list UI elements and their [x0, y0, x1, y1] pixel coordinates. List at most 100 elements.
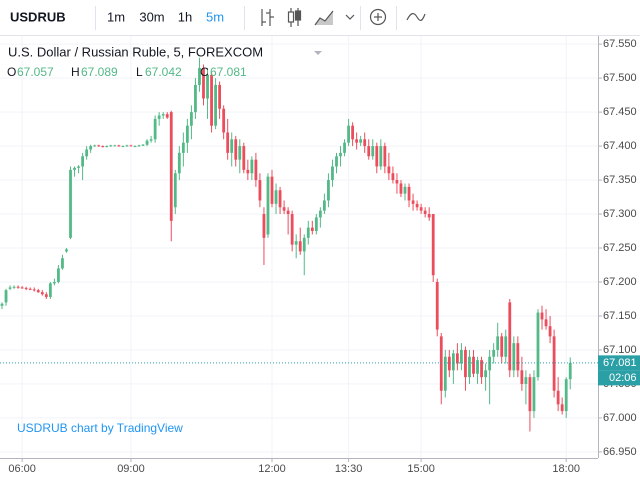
candle-body	[270, 176, 274, 204]
candle-body	[318, 210, 322, 218]
candle-body	[286, 210, 290, 215]
candle-body	[133, 146, 137, 148]
title-dropdown[interactable]	[314, 51, 322, 55]
candle-body	[173, 173, 177, 208]
ohlc-label: O	[7, 65, 16, 79]
candle-body	[121, 146, 125, 148]
x-tick-label: 09:00	[117, 463, 145, 475]
candle-body	[560, 404, 564, 412]
candle-body	[484, 370, 487, 378]
candle-body	[77, 166, 80, 168]
candle-body	[61, 258, 64, 269]
candle-body	[40, 292, 44, 295]
candle-body	[314, 217, 318, 232]
interval-button[interactable]: 1h	[178, 9, 192, 24]
candles	[0, 57, 598, 432]
candle-body	[266, 176, 270, 235]
candle-body	[335, 156, 338, 167]
candle-body	[512, 343, 516, 371]
candle-body	[363, 139, 367, 147]
candle-body	[238, 146, 242, 160]
interval-button[interactable]: 1m	[107, 9, 125, 24]
price-tag	[598, 355, 640, 371]
ohlc-label: C	[200, 65, 209, 79]
candle-body	[331, 166, 334, 181]
interval-button[interactable]: 30m	[139, 9, 164, 24]
candle-body	[492, 349, 496, 357]
candle-body	[524, 377, 528, 384]
candle-body	[169, 112, 173, 221]
candle-body	[230, 139, 234, 153]
price-tag-label: 67.081	[603, 357, 637, 369]
watermark[interactable]: USDRUB chart by TradingView	[17, 421, 183, 435]
candle-body	[153, 118, 157, 140]
candle-body	[411, 200, 415, 204]
candle-body	[472, 356, 475, 374]
candle-body	[145, 140, 149, 145]
candle-body	[310, 227, 314, 232]
candle-body	[419, 207, 423, 211]
candle-body	[464, 349, 467, 378]
candle-body	[254, 159, 258, 181]
candle-body	[556, 390, 560, 405]
candle-body	[520, 370, 524, 384]
candle-body	[443, 356, 447, 391]
candle-body	[165, 114, 169, 118]
y-tick-label: 66.950	[603, 446, 637, 458]
symbol[interactable]: USDRUB	[10, 9, 66, 24]
y-tick-label: 67.500	[603, 72, 637, 84]
candle-body	[302, 237, 306, 252]
candle-body	[129, 145, 133, 147]
y-tick-label: 67.450	[603, 106, 637, 118]
candle-body	[383, 146, 387, 167]
candle-body	[379, 146, 383, 167]
candle-body	[552, 336, 556, 391]
add-indicator-icon[interactable]	[369, 8, 387, 26]
candle-body	[395, 180, 399, 184]
candle-body	[109, 145, 113, 147]
candle-body	[246, 169, 250, 174]
candle-body	[137, 145, 141, 147]
interval-button[interactable]: 5m	[206, 9, 224, 24]
y-tick-label: 67.000	[603, 412, 637, 424]
candle-body	[504, 336, 508, 357]
candle-body	[294, 241, 298, 245]
dropdown-icon[interactable]	[345, 14, 355, 20]
area-style-icon[interactable]	[314, 10, 334, 26]
candle-body	[44, 294, 48, 297]
countdown-label: 02:06	[609, 372, 637, 384]
candle-body	[278, 190, 282, 208]
x-tick-label: 15:00	[407, 463, 435, 475]
candle-body	[69, 169, 72, 238]
candle-body	[359, 139, 363, 143]
candle-body	[460, 349, 463, 364]
candle-body	[93, 145, 97, 147]
candle-body	[32, 289, 36, 291]
candle-body	[532, 377, 536, 412]
candle-body	[65, 249, 68, 252]
countdown-tag	[598, 370, 640, 386]
candle-body	[157, 115, 161, 119]
candle-body	[500, 336, 504, 357]
x-tick-label: 18:00	[552, 463, 580, 475]
candle-body	[101, 146, 105, 148]
y-tick-label: 67.200	[603, 276, 637, 288]
candle-body	[81, 156, 84, 167]
candle-body	[528, 377, 532, 412]
candle-body	[4, 290, 8, 303]
candle-body	[113, 145, 117, 147]
ohlc-value: 67.042	[145, 65, 182, 79]
candle-style-icon[interactable]	[287, 8, 302, 27]
candle-body	[226, 132, 230, 153]
candle-body	[0, 303, 4, 306]
compare-icon[interactable]	[406, 13, 426, 21]
bar-style-icon[interactable]	[261, 9, 274, 26]
y-tick-label: 67.550	[603, 38, 637, 50]
chart-title: U.S. Dollar / Russian Ruble, 5, FOREXCOM	[8, 44, 263, 59]
candle-body	[339, 152, 342, 157]
candle-body	[540, 312, 544, 320]
candle-body	[476, 360, 479, 374]
candle-body	[536, 312, 540, 378]
